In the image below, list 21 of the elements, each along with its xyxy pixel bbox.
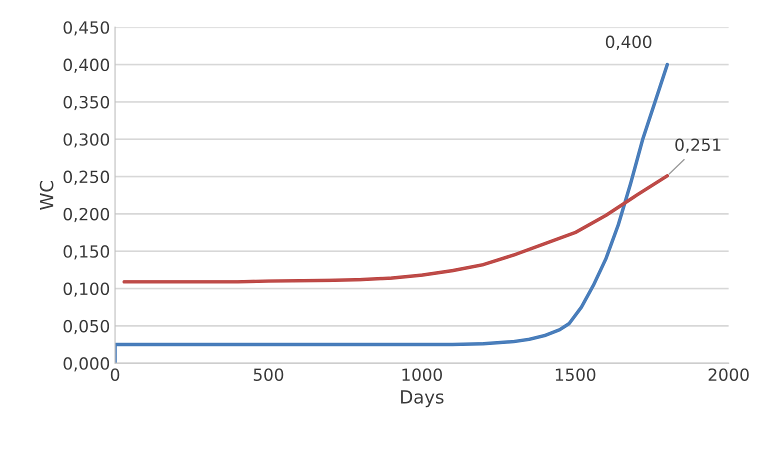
y-axis-title: WC <box>40 180 54 210</box>
x-tick-label: 0 <box>110 368 120 381</box>
y-tick-label: 0,250 <box>64 170 110 185</box>
line-series <box>115 62 670 364</box>
y-tick-label: 0,050 <box>64 320 110 334</box>
y-tick-label: 0,350 <box>64 96 110 110</box>
y-tick-label: 0,100 <box>64 282 110 297</box>
annotation: 0,251 <box>675 138 720 153</box>
x-tick-label: 500 <box>254 368 284 381</box>
annotation: 0,400 <box>606 36 652 50</box>
y-tick-label: 0,450 <box>64 21 110 36</box>
x-tick-label: 2000 <box>708 368 749 381</box>
x-axis-title: Days <box>401 390 444 408</box>
line-series <box>122 174 670 284</box>
x-tick-label: 1500 <box>556 368 596 381</box>
y-tick-label: 0,200 <box>64 208 110 222</box>
y-tick-label: 0,150 <box>64 245 110 260</box>
x-tick-label: 1000 <box>402 368 442 381</box>
y-tick-label: 0,400 <box>64 58 110 73</box>
y-tick-label: 0,300 <box>64 133 110 148</box>
y-tick-label: 0,000 <box>64 357 110 372</box>
